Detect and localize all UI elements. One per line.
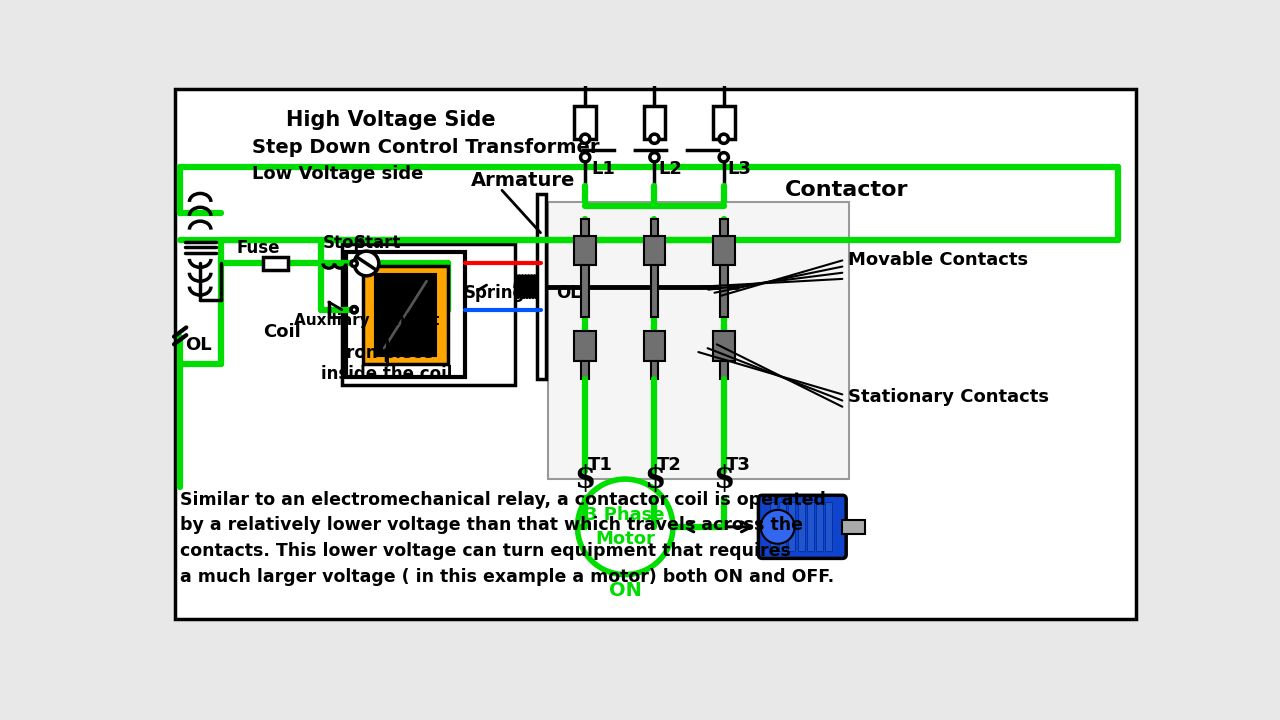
Circle shape — [719, 134, 728, 143]
Bar — [797, 503, 805, 552]
Text: 3 Phase
Motor: 3 Phase Motor — [585, 506, 664, 548]
Bar — [575, 331, 596, 361]
Bar — [817, 503, 823, 552]
Bar — [719, 265, 727, 318]
Bar — [575, 235, 596, 265]
Bar — [719, 219, 727, 235]
Text: L1: L1 — [591, 160, 616, 178]
FancyBboxPatch shape — [759, 495, 846, 559]
Circle shape — [650, 134, 659, 143]
Bar — [826, 503, 832, 552]
Text: $: $ — [575, 464, 595, 495]
Bar — [780, 503, 786, 552]
Circle shape — [355, 251, 379, 276]
Bar — [346, 252, 465, 377]
Bar — [342, 244, 515, 385]
Text: Coil: Coil — [264, 323, 301, 341]
Text: T3: T3 — [726, 456, 751, 474]
Text: Movable Contacts: Movable Contacts — [849, 251, 1029, 269]
Bar — [650, 361, 658, 379]
Text: L3: L3 — [727, 160, 751, 178]
Text: $: $ — [644, 464, 666, 495]
Text: T1: T1 — [588, 456, 612, 474]
Bar — [644, 331, 666, 361]
Bar — [581, 219, 589, 235]
Bar — [713, 235, 735, 265]
Text: Armature: Armature — [471, 171, 576, 191]
Bar — [581, 265, 589, 318]
Bar — [719, 361, 727, 379]
Circle shape — [581, 134, 590, 143]
Bar — [644, 235, 666, 265]
Text: Step Down Control Transformer: Step Down Control Transformer — [252, 138, 599, 157]
Text: L2: L2 — [658, 160, 682, 178]
Text: $: $ — [713, 464, 735, 495]
Bar — [713, 331, 735, 361]
Circle shape — [760, 510, 795, 544]
Circle shape — [650, 153, 659, 162]
Text: Start: Start — [355, 234, 402, 252]
Bar — [362, 266, 448, 364]
Bar — [788, 503, 795, 552]
Text: OL: OL — [184, 336, 211, 354]
Bar — [536, 194, 545, 379]
Bar — [264, 256, 288, 271]
Text: Similar to an electromechanical relay, a contactor coil is operated
by a relativ: Similar to an electromechanical relay, a… — [180, 490, 835, 586]
Text: OL: OL — [556, 284, 581, 302]
Circle shape — [351, 307, 357, 312]
Circle shape — [719, 153, 728, 162]
Bar — [581, 361, 589, 379]
Circle shape — [581, 153, 590, 162]
Bar — [650, 219, 658, 235]
Circle shape — [351, 261, 357, 266]
Text: Low Voltage side: Low Voltage side — [252, 165, 424, 183]
Bar — [548, 202, 849, 479]
Text: Stop: Stop — [323, 234, 366, 252]
Bar — [713, 107, 735, 139]
Bar — [771, 503, 777, 552]
Bar — [644, 107, 666, 139]
Text: Spring: Spring — [463, 284, 525, 302]
Text: Fuse: Fuse — [237, 239, 280, 257]
Bar — [842, 520, 865, 534]
Text: Contactor: Contactor — [786, 180, 909, 199]
Circle shape — [577, 479, 673, 575]
Bar — [375, 274, 435, 356]
Text: Auxiliary contact: Auxiliary contact — [294, 313, 439, 328]
Circle shape — [351, 307, 357, 312]
Text: Stationary Contacts: Stationary Contacts — [849, 388, 1050, 406]
Bar — [575, 107, 596, 139]
Text: T2: T2 — [657, 456, 682, 474]
Bar — [650, 265, 658, 318]
Bar — [806, 503, 814, 552]
Text: High Voltage Side: High Voltage Side — [287, 110, 497, 130]
Text: ON: ON — [609, 581, 641, 600]
Text: Iron piece
inside the coil: Iron piece inside the coil — [321, 344, 452, 383]
